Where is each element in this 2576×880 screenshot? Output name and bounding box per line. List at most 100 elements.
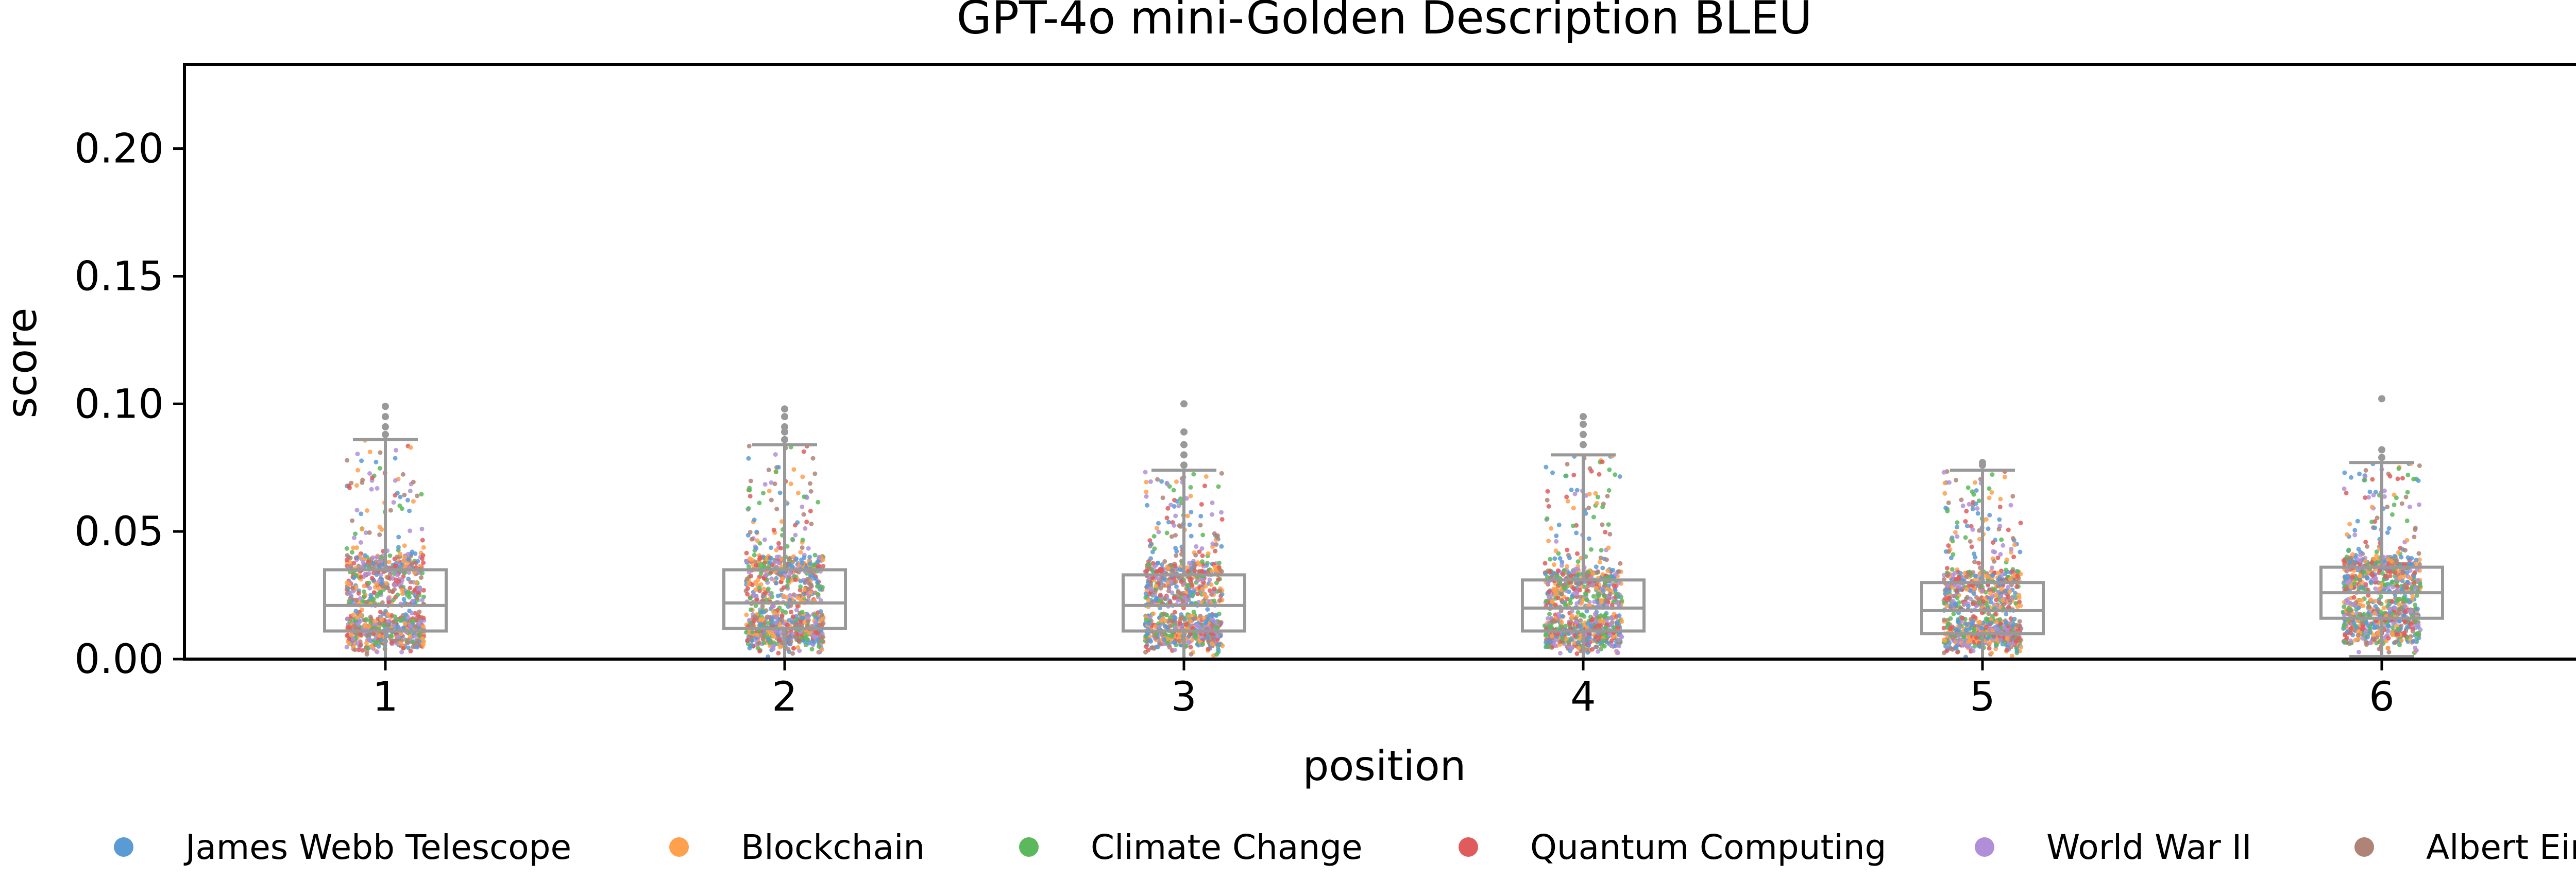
strip-point bbox=[1155, 477, 1160, 482]
strip-point bbox=[1158, 593, 1163, 598]
strip-point bbox=[753, 587, 758, 592]
strip-point bbox=[2016, 595, 2022, 600]
strip-point bbox=[372, 619, 377, 624]
strip-point bbox=[1549, 526, 1554, 531]
strip-point bbox=[1993, 626, 1998, 631]
strip-point bbox=[778, 546, 784, 550]
strip-point bbox=[368, 616, 374, 621]
strip-point bbox=[1965, 485, 1971, 490]
strip-point bbox=[1559, 592, 1564, 597]
strip-point bbox=[798, 550, 803, 555]
strip-point bbox=[1987, 512, 1992, 517]
strip-point bbox=[1972, 559, 1977, 564]
strip-point bbox=[410, 618, 415, 624]
strip-point bbox=[1160, 495, 1165, 501]
strip-point bbox=[1144, 494, 1149, 499]
strip-point bbox=[1997, 617, 2003, 622]
strip-point bbox=[1941, 577, 1946, 582]
strip-point bbox=[1619, 619, 1624, 624]
strip-point bbox=[1157, 642, 1162, 647]
strip-point bbox=[1589, 618, 1594, 623]
strip-point bbox=[1611, 625, 1616, 630]
strip-point bbox=[1590, 647, 1595, 652]
strip-point bbox=[1971, 640, 1976, 645]
strip-point bbox=[777, 645, 783, 649]
strip-point bbox=[1217, 598, 1223, 603]
strip-point bbox=[769, 545, 773, 550]
strip-point bbox=[1985, 636, 1990, 641]
strip-point bbox=[809, 522, 814, 526]
strip-point bbox=[408, 649, 413, 653]
strip-point bbox=[1154, 570, 1159, 575]
strip-point bbox=[1941, 470, 1946, 475]
strip-point bbox=[1188, 577, 1192, 582]
strip-point bbox=[1970, 601, 1975, 607]
strip-point bbox=[349, 632, 354, 637]
strip-point bbox=[2374, 549, 2379, 555]
strip-point bbox=[758, 617, 764, 623]
strip-point bbox=[1207, 613, 1212, 618]
strip-point bbox=[821, 621, 826, 626]
strip-point bbox=[1206, 647, 1211, 651]
strip-point bbox=[1184, 565, 1190, 570]
strip-point bbox=[371, 631, 376, 636]
strip-point bbox=[379, 637, 384, 643]
strip-point bbox=[408, 528, 413, 533]
strip-point bbox=[366, 624, 371, 629]
strip-point bbox=[788, 593, 793, 598]
strip-point bbox=[1162, 624, 1167, 629]
strip-point bbox=[793, 532, 798, 538]
strip-point bbox=[758, 555, 762, 560]
strip-point bbox=[1172, 523, 1177, 528]
strip-point bbox=[2385, 646, 2391, 651]
strip-point bbox=[749, 537, 754, 542]
strip-point bbox=[785, 579, 790, 584]
strip-point bbox=[1603, 580, 1608, 585]
strip-point bbox=[1172, 596, 1177, 601]
strip-point bbox=[1973, 555, 1978, 560]
strip-point bbox=[1199, 568, 1205, 574]
strip-point bbox=[1217, 589, 1222, 593]
strip-point bbox=[1156, 560, 1160, 565]
strip-point bbox=[421, 588, 426, 593]
strip-point bbox=[2010, 494, 2015, 499]
strip-point bbox=[1543, 571, 1548, 576]
strip-point bbox=[800, 623, 804, 628]
strip-point bbox=[377, 633, 382, 638]
strip-point bbox=[2380, 571, 2385, 576]
strip-point bbox=[363, 553, 368, 558]
strip-point bbox=[1203, 584, 1208, 589]
strip-point bbox=[1567, 597, 1572, 602]
strip-point bbox=[365, 632, 370, 637]
strip-point bbox=[360, 480, 365, 485]
strip-point bbox=[812, 635, 818, 640]
strip-point bbox=[376, 644, 381, 649]
strip-point bbox=[1188, 632, 1193, 637]
strip-point bbox=[1966, 603, 1971, 609]
strip-point bbox=[2342, 604, 2346, 609]
strip-point bbox=[2014, 648, 2020, 653]
strip-point bbox=[2359, 598, 2364, 603]
strip-point bbox=[1152, 564, 1157, 570]
strip-point bbox=[375, 649, 380, 654]
strip-point bbox=[408, 488, 413, 493]
strip-point bbox=[382, 623, 387, 628]
strip-point bbox=[1544, 632, 1549, 637]
strip-point bbox=[1948, 616, 1953, 621]
strip-point bbox=[1209, 512, 1214, 517]
strip-point bbox=[2375, 515, 2380, 521]
strip-point bbox=[2403, 494, 2409, 499]
strip-point bbox=[421, 615, 426, 620]
strip-point bbox=[806, 546, 811, 551]
strip-point bbox=[749, 574, 754, 579]
strip-point bbox=[1148, 615, 1153, 620]
strip-point bbox=[1189, 533, 1194, 539]
strip-point bbox=[776, 464, 781, 470]
strip-point bbox=[393, 577, 398, 582]
strip-point bbox=[1960, 615, 1965, 620]
strip-point bbox=[779, 557, 785, 562]
strip-point bbox=[400, 591, 405, 596]
strip-point bbox=[805, 615, 810, 620]
strip-point bbox=[2413, 602, 2417, 608]
strip-point bbox=[808, 509, 813, 514]
